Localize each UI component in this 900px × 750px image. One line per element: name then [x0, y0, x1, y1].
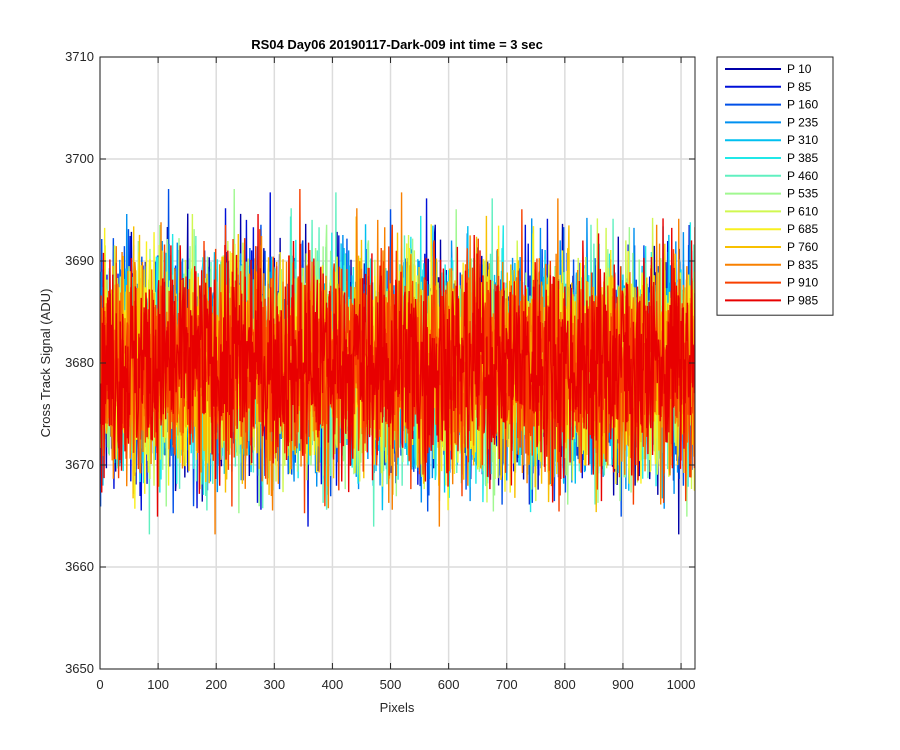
legend-entry: P 760	[787, 240, 818, 254]
legend-entry: P 460	[787, 169, 818, 183]
legend-entry: P 835	[787, 258, 818, 272]
x-tick-label: 600	[438, 677, 460, 692]
x-tick-label: 100	[147, 677, 169, 692]
x-axis-label: Pixels	[380, 700, 415, 715]
x-tick-label: 1000	[667, 677, 696, 692]
legend-entry: P 910	[787, 276, 818, 290]
x-tick-label: 900	[612, 677, 634, 692]
legend-entry: P 385	[787, 151, 818, 165]
y-tick-label: 3690	[65, 253, 94, 268]
y-tick-label: 3700	[65, 151, 94, 166]
legend: P 10 P 85 P 160 P 235 P 310 P 385 P 460 P 535 P …	[716, 56, 834, 316]
legend-box	[716, 56, 834, 316]
x-tick-label: 0	[96, 677, 103, 692]
y-tick-label: 3650	[65, 661, 94, 676]
chart-title: RS04 Day06 20190117-Dark-009 int time = …	[251, 37, 543, 52]
x-tick-label: 300	[263, 677, 285, 692]
legend-entry: P 235	[787, 115, 818, 129]
x-tick-label: 700	[496, 677, 518, 692]
legend-entry: P 85	[787, 80, 812, 94]
axis-ticks: 0 100 200 300 400 500 600 700 800 900 1000 3650 3660…	[65, 49, 695, 692]
legend-entry: P 985	[787, 293, 818, 307]
series-group	[100, 189, 695, 535]
series-line-p-985	[100, 214, 695, 517]
y-tick-label: 3660	[65, 559, 94, 574]
legend-entry: P 310	[787, 133, 818, 147]
x-tick-label: 400	[322, 677, 344, 692]
x-tick-label: 200	[205, 677, 227, 692]
y-axis-label: Cross Track Signal (ADU)	[38, 289, 53, 438]
y-tick-label: 3680	[65, 355, 94, 370]
legend-entry: P 610	[787, 204, 818, 218]
legend-entry: P 160	[787, 98, 818, 112]
legend-entry: P 535	[787, 187, 818, 201]
x-tick-label: 800	[554, 677, 576, 692]
y-tick-label: 3670	[65, 457, 94, 472]
legend-entry: P 10	[787, 62, 812, 76]
legend-entry: P 685	[787, 222, 818, 236]
x-tick-label: 500	[380, 677, 402, 692]
y-tick-label: 3710	[65, 49, 94, 64]
